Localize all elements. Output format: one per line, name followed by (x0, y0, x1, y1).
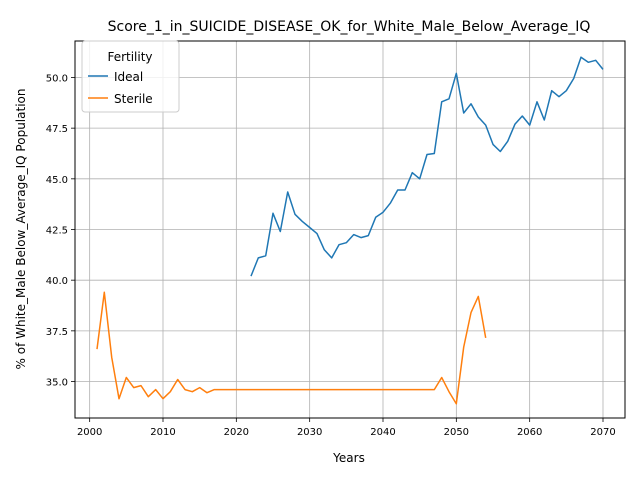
x-tick-label: 2050 (444, 427, 469, 438)
x-tick-label: 2020 (224, 427, 249, 438)
y-tick-label: 50.0 (46, 73, 68, 84)
x-axis-label: Years (332, 451, 365, 465)
x-tick-label: 2030 (297, 427, 322, 438)
legend-title: Fertility (107, 50, 152, 64)
grid-lines (75, 41, 625, 418)
x-tick-label: 2070 (590, 427, 615, 438)
legend-box (81, 40, 180, 113)
x-tick-label: 2010 (150, 427, 175, 438)
y-axis-label: % of White_Male Below_Average_IQ Populat… (14, 89, 28, 370)
y-axis-ticks: 35.0 37.5 40.0 42.5 45.0 47.5 50.0 (46, 73, 75, 389)
x-tick-label: 2060 (517, 427, 542, 438)
x-tick-label: 2000 (77, 427, 102, 438)
y-tick-label: 35.0 (46, 378, 68, 389)
x-tick-label: 2040 (370, 427, 395, 438)
y-tick-label: 47.5 (46, 124, 68, 135)
series-line-sterile (96, 291, 487, 405)
legend-label-sterile: Sterile (114, 92, 153, 106)
y-tick-label: 37.5 (46, 327, 68, 338)
x-axis-ticks: 2000 2010 2020 2030 2040 2050 2060 2070 (77, 418, 616, 438)
series-lines (96, 56, 604, 405)
legend: Fertility Ideal Sterile (81, 40, 180, 113)
y-tick-label: 45.0 (46, 175, 68, 186)
series-line-ideal (250, 56, 604, 277)
y-tick-label: 42.5 (46, 226, 68, 237)
chart-title: Score_1_in_SUICIDE_DISEASE_OK_for_White_… (108, 19, 591, 35)
legend-label-ideal: Ideal (114, 70, 143, 84)
y-tick-label: 40.0 (46, 276, 68, 287)
